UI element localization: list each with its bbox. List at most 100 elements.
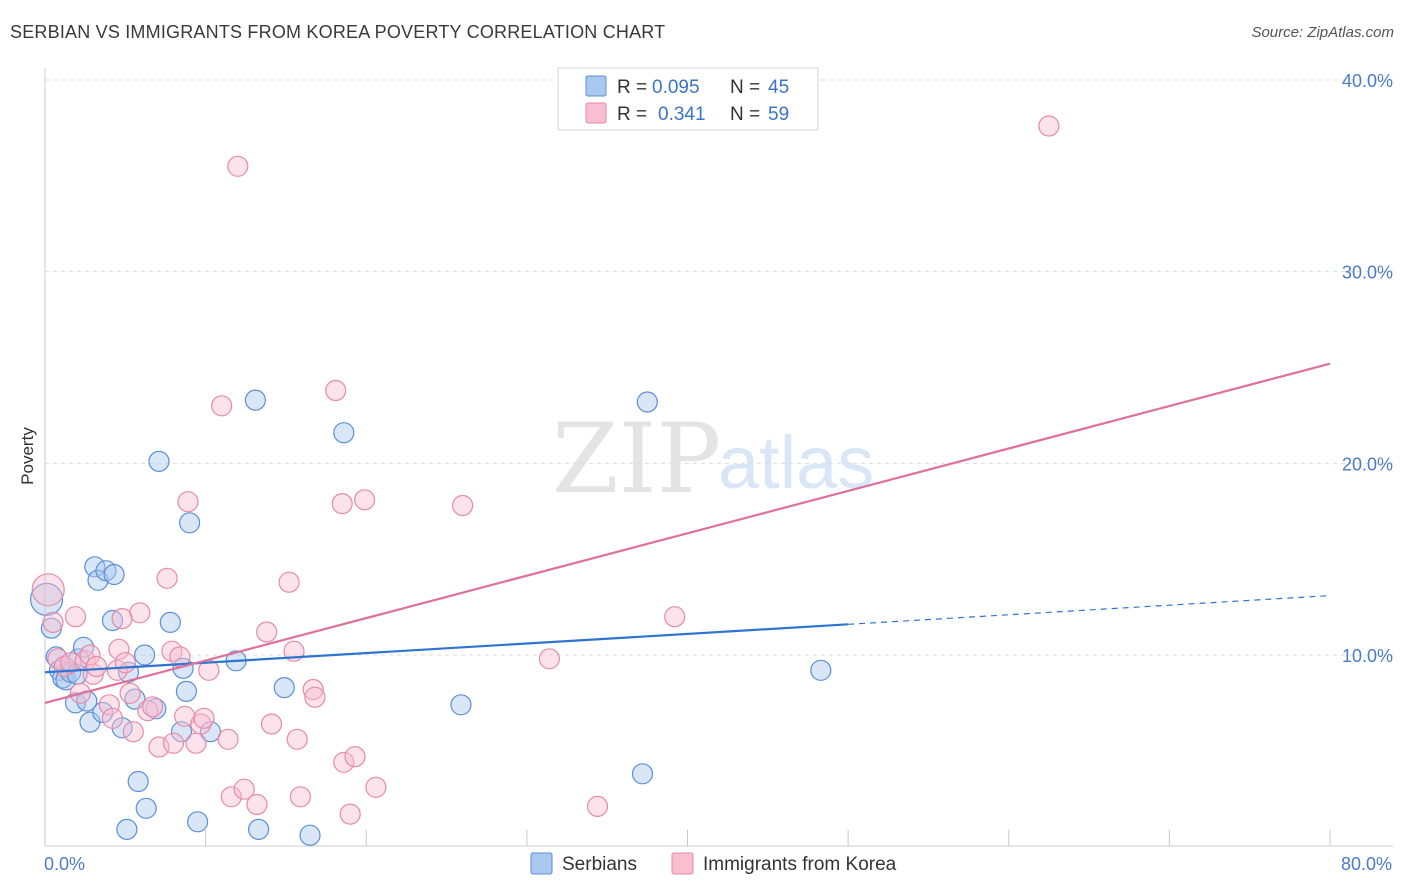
axes (44, 68, 1393, 847)
korea-point-53 (452, 494, 474, 517)
korea-point-46 (325, 379, 347, 402)
korea-point-56 (664, 606, 686, 628)
korea-point-37 (246, 793, 268, 816)
serbians-point-36 (273, 676, 295, 699)
korea-point-42 (286, 728, 308, 750)
korea-point-20 (142, 696, 164, 718)
korea-trendline (44, 362, 1331, 704)
bottom-legend-label-serbians: Serbians (562, 854, 637, 875)
korea-point-28 (185, 732, 207, 754)
serbians-point-26 (159, 611, 181, 634)
serbians-point-21 (127, 770, 149, 793)
korea-point-29 (190, 713, 212, 735)
serbians-point-43 (116, 818, 138, 841)
y-axis-title: Poverty (18, 427, 37, 485)
korea-point-38 (256, 621, 278, 643)
serbians-point-31 (187, 811, 209, 833)
y-axis-tick-labels: 10.0% 20.0% 30.0% 40.0% (1342, 71, 1393, 666)
legend-r-value-korea: 0.341 (658, 104, 706, 125)
korea-point-0 (31, 573, 65, 607)
korea-point-13 (106, 659, 128, 681)
series-legend: Serbians Immigrants from Korea (530, 852, 897, 875)
x-tick-label-min: 0.0% (44, 854, 85, 874)
chart-title: SERBIAN VS IMMIGRANTS FROM KOREA POVERTY… (10, 22, 666, 42)
korea-point-39 (260, 713, 283, 735)
korea-point-47 (331, 493, 353, 515)
korea-point-16 (119, 682, 141, 704)
source-note: Source: ZipAtlas.com (1251, 24, 1394, 41)
serbians-point-38 (333, 422, 355, 444)
legend-r-label-korea: R = (617, 104, 647, 125)
y-tick-label-30: 30.0% (1342, 263, 1393, 283)
serbians-point-12 (84, 556, 106, 578)
korea-point-32 (211, 395, 233, 417)
legend-r-value-serbians: 0.095 (652, 77, 700, 98)
legend-r-label-serbians: R = (617, 77, 647, 98)
korea-point-45 (304, 686, 326, 708)
legend-n-label-serbians: N = (730, 77, 760, 98)
serbians-trendline-extension (848, 594, 1331, 625)
korea-point-50 (344, 745, 366, 768)
x-tick-label-max: 80.0% (1341, 854, 1392, 874)
korea-point-36 (233, 778, 255, 800)
serbians-point-25 (148, 450, 170, 472)
korea-point-48 (333, 751, 355, 773)
korea-point-12 (101, 707, 124, 729)
serbians-point-42 (810, 659, 832, 681)
watermark-zip: ZIP (552, 403, 721, 515)
korea-point-35 (227, 155, 249, 177)
serbians-point-7 (64, 692, 87, 714)
korea-point-24 (162, 732, 185, 754)
serbians-point-40 (631, 763, 654, 785)
correlation-legend: R = 0.095 N = 45 R = 0.341 N = 59 (557, 67, 819, 131)
korea-point-17 (122, 721, 144, 743)
korea-point-40 (278, 571, 300, 593)
korea-point-58 (111, 607, 133, 630)
korea-point-34 (220, 786, 242, 808)
korea-point-52 (365, 776, 387, 798)
watermark-atlas: atlas (718, 421, 874, 504)
y-tick-label-40: 40.0% (1342, 71, 1393, 91)
serbians-point-34 (244, 389, 266, 411)
gridlines (45, 79, 1393, 656)
bottom-legend-swatch-korea (671, 852, 694, 875)
serbians-point-15 (103, 563, 125, 586)
korea-point-55 (586, 795, 609, 818)
korea-point-10 (85, 655, 108, 678)
korea-point-43 (289, 786, 311, 808)
trendlines (44, 362, 1331, 704)
legend-swatch-korea (585, 102, 607, 124)
korea-point-5 (64, 606, 87, 628)
korea-point-1 (42, 611, 64, 634)
korea-point-44 (302, 678, 324, 701)
korea-point-51 (354, 489, 376, 511)
serbians-point-29 (179, 512, 201, 534)
korea-point-15 (114, 652, 136, 674)
serbians-point-28 (175, 680, 197, 703)
serbians-point-39 (450, 694, 472, 716)
bottom-legend-label-korea: Immigrants from Korea (703, 854, 897, 875)
serbians-point-24 (145, 698, 167, 720)
korea-point-54 (538, 648, 561, 670)
korea-point-11 (98, 694, 120, 716)
y-tick-label-20: 20.0% (1342, 454, 1393, 474)
y-tick-label-10: 10.0% (1342, 646, 1393, 666)
korea-point-14 (108, 638, 130, 660)
legend-n-value-serbians: 45 (768, 77, 789, 98)
serbians-trendline (44, 623, 849, 674)
x-axis-ticks (205, 830, 1331, 846)
korea-point-33 (217, 728, 239, 750)
bottom-legend-swatch-serbians (530, 852, 553, 875)
korea-point-57 (1038, 115, 1060, 137)
legend-n-label-korea: N = (730, 104, 760, 125)
legend-swatch-serbians (585, 75, 607, 97)
korea-point-30 (193, 707, 215, 729)
serbians-point-41 (636, 391, 658, 413)
serbians-point-35 (248, 818, 270, 841)
serbians-point-23 (135, 797, 157, 819)
serbians-point-22 (134, 644, 156, 666)
korea-point-27 (177, 491, 199, 513)
serbians-point-37 (299, 824, 321, 846)
legend-n-value-korea: 59 (768, 104, 789, 125)
